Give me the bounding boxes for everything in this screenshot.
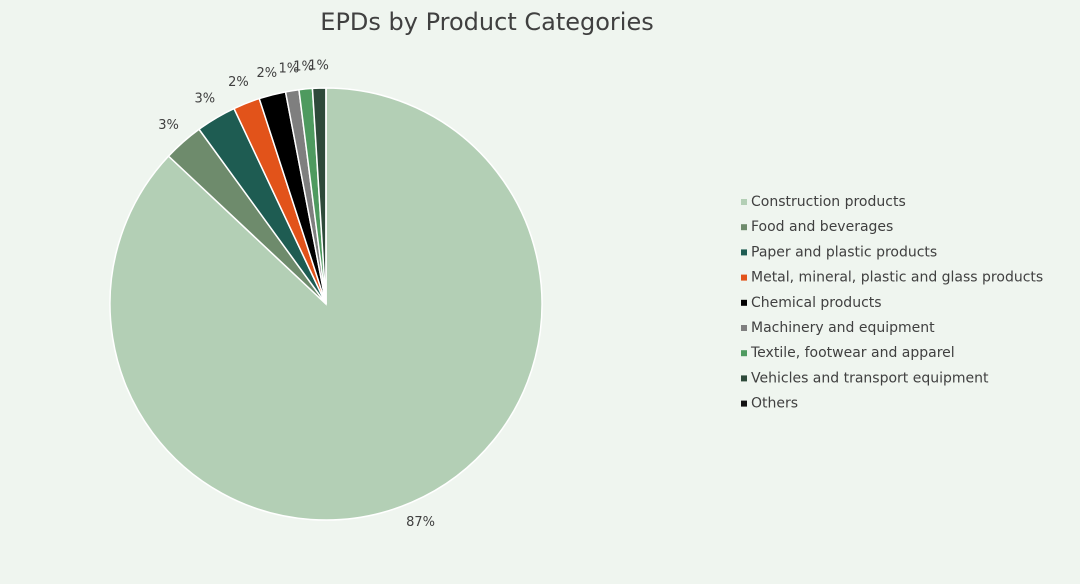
legend-label: Chemical products [751,295,882,311]
data-label: 3% [158,118,179,133]
legend-swatch [741,199,747,205]
legend-label: Paper and plastic products [751,244,937,260]
legend-label: Food and beverages [751,219,893,235]
legend-swatch [741,400,747,407]
data-label: 3% [195,92,216,107]
data-label: 1% [308,59,329,74]
legend-label: Textile, footwear and apparel [750,345,955,361]
legend-label: Metal, mineral, plastic and glass produc… [751,270,1043,286]
legend-swatch [741,325,747,331]
legend-swatch [741,224,747,231]
legend-swatch [741,299,747,306]
legend-label: Vehicles and transport equipment [751,370,989,386]
legend-swatch [741,274,747,281]
data-label: 2% [228,75,249,90]
data-label: 87% [406,515,435,530]
legend-label: Others [751,396,798,412]
legend-swatch [741,375,747,382]
data-label: 1% [293,60,314,75]
legend-label: Construction products [751,194,906,210]
legend-swatch [741,350,747,357]
legend-swatch [741,249,747,256]
chart-title: EPDs by Product Categories [320,8,653,36]
legend-label: Machinery and equipment [751,320,935,336]
data-label: 2% [256,66,277,81]
data-label: 1% [278,61,299,76]
